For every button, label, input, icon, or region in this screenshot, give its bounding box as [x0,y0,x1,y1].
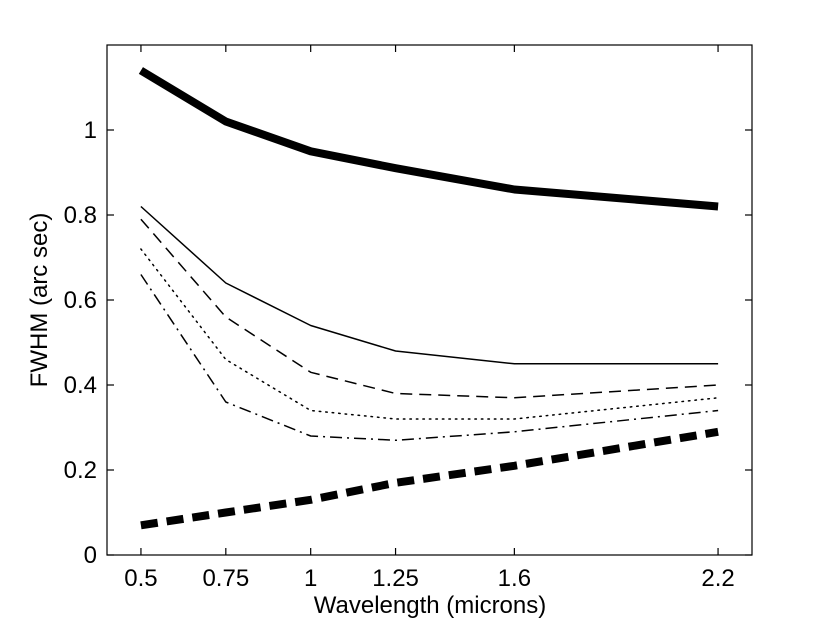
y-axis-label: FWHM (arc sec) [26,213,53,388]
x-tick-label: 1.6 [498,565,531,592]
series-line-thin-solid [140,205,719,365]
y-tick-label: 0.2 [64,457,97,484]
y-tick-label: 0.8 [64,202,97,229]
series-line-dotted [140,248,719,420]
y-axis-ticks: 0 0.2 0.4 0.6 0.8 1 [64,117,752,569]
x-axis-label: Wavelength (microns) [314,592,547,619]
series-line-dashed [140,218,719,399]
series-layer [138,67,719,530]
series-line-thick-dashed [140,427,719,530]
x-tick-label: 1 [304,565,317,592]
x-tick-label: 0.5 [124,565,157,592]
y-tick-label: 1 [84,117,97,144]
x-axis-ticks: 0.5 0.75 1 1.25 1.6 2.2 [124,45,735,592]
series-line-thick-solid [138,67,719,211]
x-tick-label: 2.2 [701,565,734,592]
y-tick-label: 0 [84,542,97,569]
x-tick-label: 1.25 [372,565,419,592]
y-tick-label: 0.6 [64,287,97,314]
series-line-dash-dot [140,274,719,442]
x-tick-label: 0.75 [202,565,249,592]
y-tick-label: 0.4 [64,372,97,399]
